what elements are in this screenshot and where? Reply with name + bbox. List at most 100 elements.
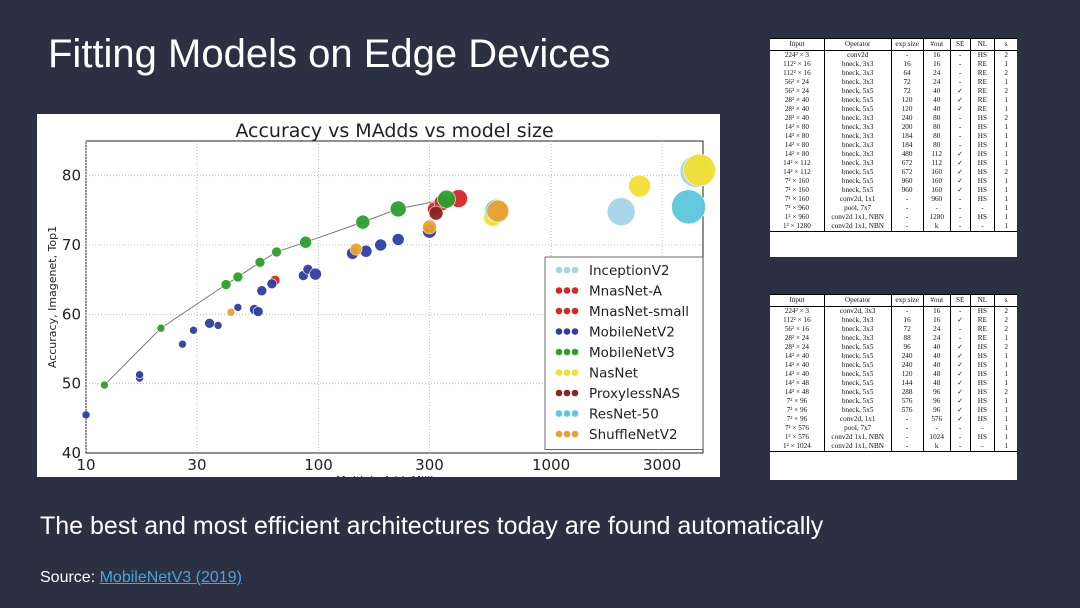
table-row: 14² × 112 bneck, 5x5 672 160 ✓ HS 2 xyxy=(770,168,1017,177)
table-cell: 120 xyxy=(891,370,924,379)
table-header-cell: #out xyxy=(923,38,951,51)
table-cell: HS xyxy=(970,343,996,352)
table-cell: conv2d xyxy=(824,50,892,60)
source-link[interactable]: MobileNetV3 (2019) xyxy=(99,569,242,586)
table-header-cell: SE xyxy=(950,294,971,307)
data-point xyxy=(204,318,215,329)
table-cell: 1 xyxy=(1004,150,1008,158)
table-header-row: Input Operator exp size #out SE NL s xyxy=(770,294,1017,307)
table-cell: 120 xyxy=(891,105,924,114)
data-point xyxy=(256,285,268,297)
table-cell: 2 xyxy=(1004,343,1008,351)
x-tick-label: 100 xyxy=(304,456,333,474)
data-point xyxy=(428,205,444,221)
table-cell: HS xyxy=(970,114,996,123)
table-cell: bneck, 5x5 xyxy=(824,388,892,397)
table-cell: 40 xyxy=(923,361,951,370)
table-cell: - xyxy=(891,424,924,433)
legend-label: MnasNet-small xyxy=(589,304,689,320)
data-point xyxy=(100,380,109,390)
table-cell: 24 xyxy=(923,334,951,343)
table-cell: RE xyxy=(970,96,996,105)
table-row: 7² × 160 bneck, 5x5 960 160 ✓ HS 1 xyxy=(770,186,1017,195)
table-cell: HS xyxy=(970,123,996,132)
table-header-cell: exp size xyxy=(891,38,924,51)
accuracy-chart: 10 30 100 300 1000 3000 40 50 60 70 80 Accuracy vs … xyxy=(37,114,720,477)
table-cell: 16 xyxy=(891,60,924,69)
table-row: 1² × 960 conv2d 1x1, NBN -1280- HS 1 xyxy=(770,213,1017,222)
data-point xyxy=(252,306,264,317)
data-point xyxy=(355,214,371,230)
table-cell: ✓ xyxy=(950,361,971,370)
table-cell: 1 xyxy=(1004,370,1008,378)
table-cell: conv2d 1x1, NBN xyxy=(824,222,892,232)
y-tick-label: 50 xyxy=(62,375,81,393)
legend-label: InceptionV2 xyxy=(589,263,670,279)
table-cell: - xyxy=(950,306,971,316)
table-cell: 96 xyxy=(891,343,924,352)
table-cell: - xyxy=(950,204,971,213)
table-cell: RE xyxy=(970,325,996,334)
data-point xyxy=(135,370,144,379)
legend-label: ProxylessNAS xyxy=(589,386,680,402)
table-cell: HS xyxy=(970,132,996,141)
table-cell: 112² × 16 xyxy=(770,316,825,325)
table-cell: conv2d, 3x3 xyxy=(824,306,892,316)
table-cell: 112 xyxy=(923,150,951,159)
table-cell: 40 xyxy=(923,352,951,361)
table-cell: HS xyxy=(970,213,996,222)
legend-marker xyxy=(571,389,579,397)
table-cell: 112² × 16 xyxy=(770,60,825,69)
table-cell: bneck, 3x3 xyxy=(824,334,892,343)
legend-marker xyxy=(571,348,579,356)
table-cell: - xyxy=(950,433,971,442)
data-point xyxy=(628,174,651,198)
table-cell: RE xyxy=(970,105,996,114)
table-cell: - xyxy=(891,442,924,452)
table-cell: 1² × 1280 xyxy=(770,222,825,232)
table-cell: - xyxy=(891,306,924,316)
legend-marker xyxy=(571,266,579,274)
table-cell: 112² × 16 xyxy=(770,69,825,78)
data-point xyxy=(156,323,166,333)
table-cell: 16 xyxy=(923,316,951,325)
table-cell: bneck, 5x5 xyxy=(824,96,892,105)
table-header-cell: NL xyxy=(970,294,996,307)
legend-marker xyxy=(563,369,571,376)
table-cell: bneck, 5x5 xyxy=(824,379,892,388)
table-cell: 2 xyxy=(1004,316,1008,324)
legend-marker xyxy=(555,369,563,376)
table-cell: RE xyxy=(970,316,996,325)
table-header-cell: SE xyxy=(950,38,971,51)
table-cell: - xyxy=(970,204,996,213)
table-cell: HS xyxy=(970,388,996,397)
table-cell: ✓ xyxy=(950,168,971,177)
data-point xyxy=(266,278,278,290)
table-cell: 96 xyxy=(923,388,951,397)
table-cell: 288 xyxy=(891,388,924,397)
table-cell: 88 xyxy=(891,334,924,343)
table-cell: 120 xyxy=(891,96,924,105)
table-header-row: Input Operator exp size #out SE NL s xyxy=(770,38,1017,51)
table-cell: 80 xyxy=(923,132,951,141)
table-cell: ✓ xyxy=(950,159,971,168)
table-cell: 1² × 960 xyxy=(770,213,825,222)
x-tick-label: 1000 xyxy=(532,456,570,474)
table-cell: 28² × 24 xyxy=(770,343,825,352)
table-row: 112² × 16 bneck, 3x3 16 16 ✓ RE 2 xyxy=(770,316,1017,325)
legend-marker xyxy=(571,287,579,294)
legend-marker xyxy=(563,328,571,335)
legend-marker xyxy=(555,389,563,397)
table-cell: 96 xyxy=(923,406,951,415)
table-cell: bneck, 5x5 xyxy=(824,397,892,406)
table-cell: 72 xyxy=(891,87,924,96)
table-cell: 1 xyxy=(1004,379,1008,387)
table-row: 14² × 40 bneck, 5x5 240 40 ✓ HS 1 xyxy=(770,352,1017,361)
table-cell: 7² × 960 xyxy=(770,204,825,213)
table-cell: HS xyxy=(970,379,996,388)
x-tick-label: 10 xyxy=(76,456,95,474)
legend-marker xyxy=(555,307,563,315)
table-cell: 56² × 16 xyxy=(770,325,825,334)
legend-label: MnasNet-A xyxy=(589,284,663,300)
table-cell: 1 xyxy=(1004,415,1008,423)
